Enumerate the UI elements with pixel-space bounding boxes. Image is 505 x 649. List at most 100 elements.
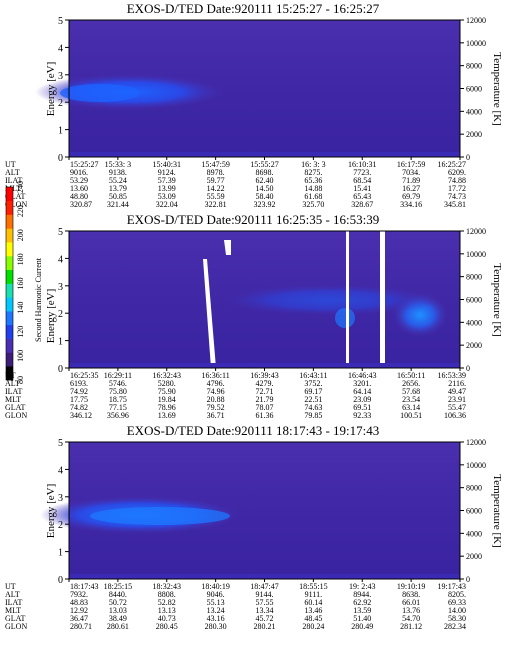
panel-2-cell: 23.91 (448, 395, 466, 404)
colorbar-cell (6, 242, 13, 257)
panel-3-cell: 19:17:43 (438, 582, 466, 591)
colorbar-cell (6, 187, 13, 202)
panel-2-cell: 23.54 (402, 395, 420, 404)
panel-2-cell: 22.51 (304, 395, 322, 404)
panel-1-cell: 74.73 (448, 192, 466, 201)
colorbar-tick-label: 140 (16, 302, 25, 314)
panel-2-y2-tick-label: 2000 (466, 341, 482, 350)
panel-3-y-tick-label: 3 (58, 493, 63, 504)
panel-3-cell: 55.13 (207, 598, 225, 607)
colorbar-cells (6, 187, 13, 381)
panel-2-cell: 69.51 (353, 403, 371, 412)
panel-1-cell: 61.68 (304, 192, 322, 201)
panel-2-title: EXOS-D/TED Date:920111 16:25:35 - 16:53:… (127, 212, 380, 227)
panel-2-cell: 77.15 (109, 403, 127, 412)
panel-2-y2-ticks: 0 2000 4000 6000 8000 10000 12000 (460, 227, 486, 373)
panel-1-row-label: GLAT (5, 192, 26, 201)
panel-2-y-tick-label: 3 (58, 282, 63, 293)
panel-2-cell: 3201. (353, 379, 371, 388)
panel-2-cell: 19.84 (158, 395, 176, 404)
panel-1-cell: 53.29 (70, 176, 88, 185)
panel-2-cell: 78.96 (158, 403, 176, 412)
panel-2-cell: 57.68 (402, 387, 420, 396)
panel-2: EXOS-D/TED Date:920111 16:25:35 - 16:53:… (5, 212, 503, 420)
panel-1-cell: 65.36 (304, 176, 322, 185)
colorbar: 80 100 120 140 160 180 200 220 240 Second Harmon… (5, 181, 43, 384)
panel-3-row-label: MLT (5, 606, 21, 615)
panel-3-cell: 8638. (402, 590, 420, 599)
panel-2-cell: 72.71 (256, 387, 274, 396)
panel-2-row-label: GLON (5, 411, 27, 420)
panel-2-cell: 69.17 (304, 387, 322, 396)
panel-2-y-axis-label: Energy [eV] (45, 289, 57, 343)
panel-3-cell: 280.30 (205, 622, 227, 631)
panel-2-cell: 61.36 (256, 411, 274, 420)
panel-2-y-tick-label: 4 (58, 254, 63, 265)
panel-1-cell: 14.22 (207, 184, 225, 193)
panel-2-cell: 2116. (448, 379, 466, 388)
panel-3-row-label: GLON (5, 622, 27, 631)
panel-1-y2-tick-label: 2000 (466, 130, 482, 139)
panel-1-cell: 321.44 (107, 200, 129, 209)
panel-1-cell: 55.24 (109, 176, 127, 185)
panel-2-cell: 16:39:43 (250, 371, 278, 380)
panel-2-cell: 36.71 (207, 411, 225, 420)
panel-1-cell: 322.04 (156, 200, 178, 209)
panel-1-cell: 320.87 (70, 200, 92, 209)
panel-1-cell: 6209. (448, 168, 466, 177)
panel-2-cell: 75.90 (158, 387, 176, 396)
panel-3-cell: 48.45 (304, 614, 322, 623)
panel-3-y-tick-label: 1 (58, 548, 63, 559)
panel-3-ephemeris-table: UT 18:17:43 18:25:15 18:32:43 18:40:19 18:47:… (5, 579, 466, 631)
panel-1-y-tick-label: 3 (58, 71, 63, 82)
panel-3-cell: 18:55:15 (299, 582, 327, 591)
panel-1-cell: 15:47:59 (201, 160, 229, 169)
panel-3-y2-ticks: 0 2000 4000 6000 8000 10000 12000 (460, 438, 486, 584)
panel-2-cell: 20.88 (207, 395, 225, 404)
panel-2-data-gap-slant (203, 259, 216, 368)
panel-3-cell: 60.14 (304, 598, 322, 607)
panel-1-cell: 9124. (158, 168, 176, 177)
panel-2-cell: 63.14 (402, 403, 420, 412)
panel-1-row-label: ILAT (5, 176, 22, 185)
panel-1-cell: 74.88 (448, 176, 466, 185)
colorbar-label: Second Harmonic Current (34, 257, 43, 342)
panel-3-baseline-strip (69, 574, 460, 579)
panel-1-row-label: GLON (5, 200, 27, 209)
panel-3-cell: 18:40:19 (201, 582, 229, 591)
panel-3-y-tick-label: 2 (58, 520, 63, 531)
panel-1-cell: 69.79 (402, 192, 420, 201)
panel-3-row-label: ALT (5, 590, 20, 599)
colorbar-cell (6, 297, 13, 312)
colorbar-cell (6, 228, 13, 243)
panel-2-y2-tick-label: 12000 (466, 227, 486, 236)
panel-3-cell: 8944. (353, 590, 371, 599)
colorbar-cell (6, 214, 13, 229)
panel-3-y2-tick-label: 8000 (466, 484, 482, 493)
panel-2-cell: 75.80 (109, 387, 127, 396)
panel-3-cell: 13.34 (256, 606, 274, 615)
panel-3-cell: 58.30 (448, 614, 466, 623)
panel-3-cell: 43.16 (207, 614, 225, 623)
panel-1-cell: 322.81 (205, 200, 227, 209)
panel-1-cell: 65.43 (353, 192, 371, 201)
panel-2-cell: 79.52 (207, 403, 225, 412)
panel-3-cell: 13.03 (109, 606, 127, 615)
panel-2-cell: 64.14 (353, 387, 371, 396)
colorbar-tick-label: 240 (16, 181, 25, 193)
panel-3-cell: 8205. (448, 590, 466, 599)
panel-2-cell: 2656. (402, 379, 420, 388)
panel-2-y-tick-label: 2 (58, 309, 63, 320)
panel-3-cell: 18:25:15 (104, 582, 132, 591)
panel-3-cell: 52.82 (158, 598, 176, 607)
panel-2-cell: 5746. (109, 379, 127, 388)
panel-1-cell: 16.27 (402, 184, 420, 193)
panel-3-cell: 13.24 (207, 606, 225, 615)
panel-2-baseline-strip (69, 363, 460, 368)
panel-2-cell: 13.69 (158, 411, 176, 420)
panel-2-cell: 3752. (304, 379, 322, 388)
colorbar-tick-label: 120 (16, 326, 25, 338)
panel-1-y-ticks: 0 1 2 3 4 5 (58, 16, 69, 164)
panel-1-cell: 71.89 (402, 176, 420, 185)
panel-3-cell: 13.76 (402, 606, 420, 615)
